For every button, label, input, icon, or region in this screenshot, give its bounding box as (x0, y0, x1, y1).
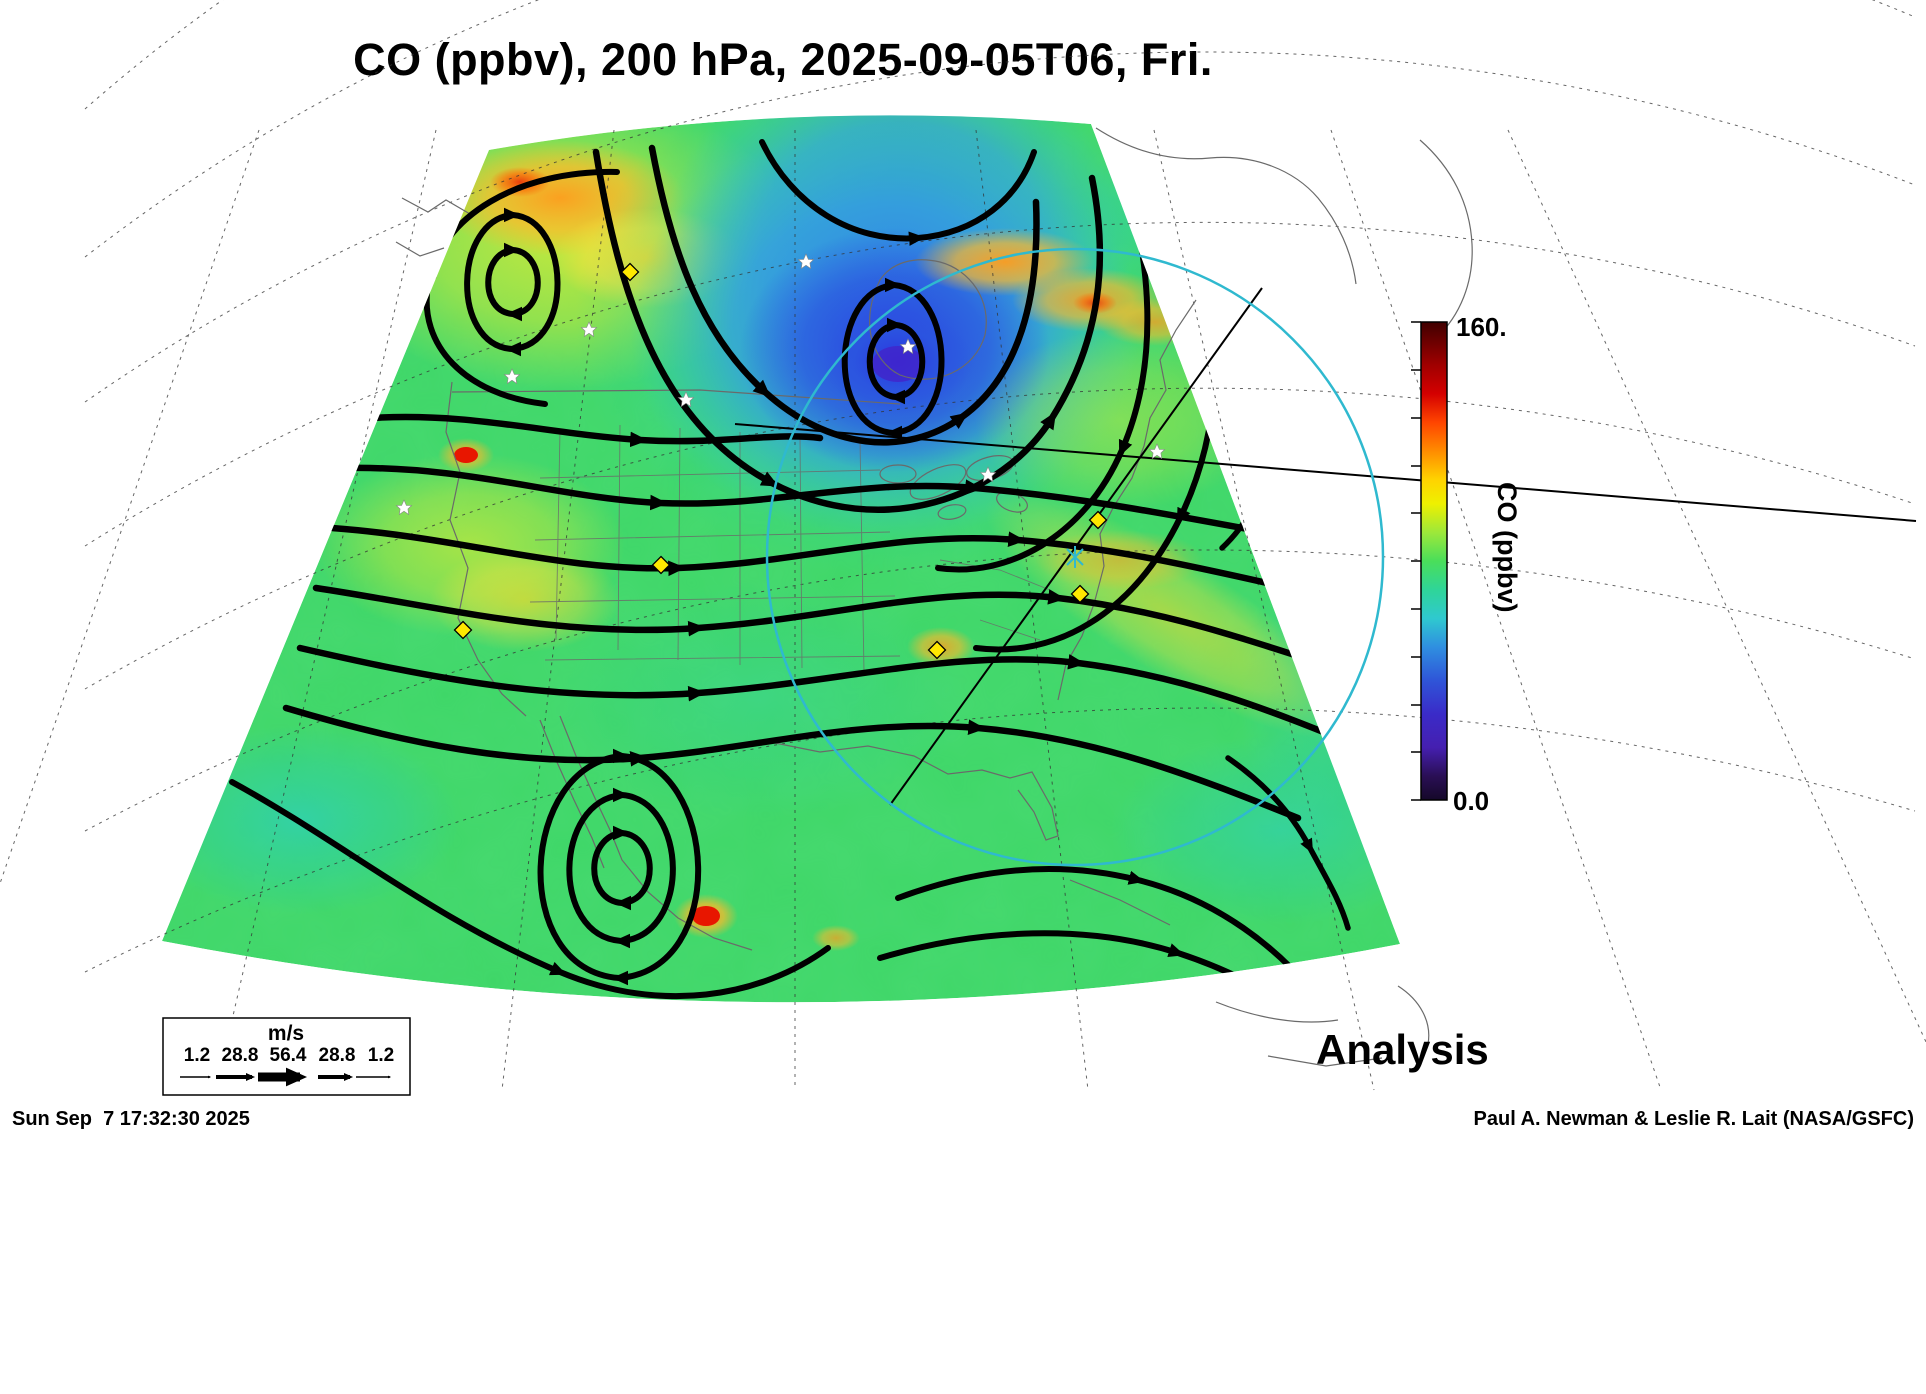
wind-value-2: 56.4 (270, 1045, 307, 1066)
analysis-label: Analysis (1316, 1026, 1489, 1073)
figure-title: CO (ppbv), 200 hPa, 2025-09-05T06, Fri. (353, 34, 1213, 85)
creation-timestamp: Sun Sep 7 17:32:30 2025 (12, 1108, 250, 1130)
colorbar-max-label: 160. (1456, 312, 1507, 342)
wind-value-4: 1.2 (368, 1045, 394, 1066)
wind-scale-legend: m/s 1.2 28.8 56.4 28.8 1.2 (162, 1017, 411, 1096)
wind-value-0: 1.2 (184, 1045, 210, 1066)
wind-value-1: 28.8 (222, 1045, 259, 1066)
range-ring (765, 247, 1385, 867)
credit-line: Paul A. Newman & Leslie R. Lait (NASA/GS… (1473, 1108, 1914, 1130)
streamlines (229, 139, 1392, 1003)
colorbar-min-label: 0.0 (1453, 786, 1489, 816)
wind-value-3: 28.8 (319, 1045, 356, 1066)
map-field (162, 115, 1400, 1003)
range-ring-center-icon (1066, 546, 1084, 568)
colorbar-ticks (1411, 321, 1421, 801)
colorbar: 160. 0.0 CO (ppbv) (1411, 312, 1522, 816)
colorbar-title: CO (ppbv) (1492, 482, 1522, 612)
wind-unit-label: m/s (268, 1022, 304, 1045)
graticule (0, 0, 1926, 1091)
